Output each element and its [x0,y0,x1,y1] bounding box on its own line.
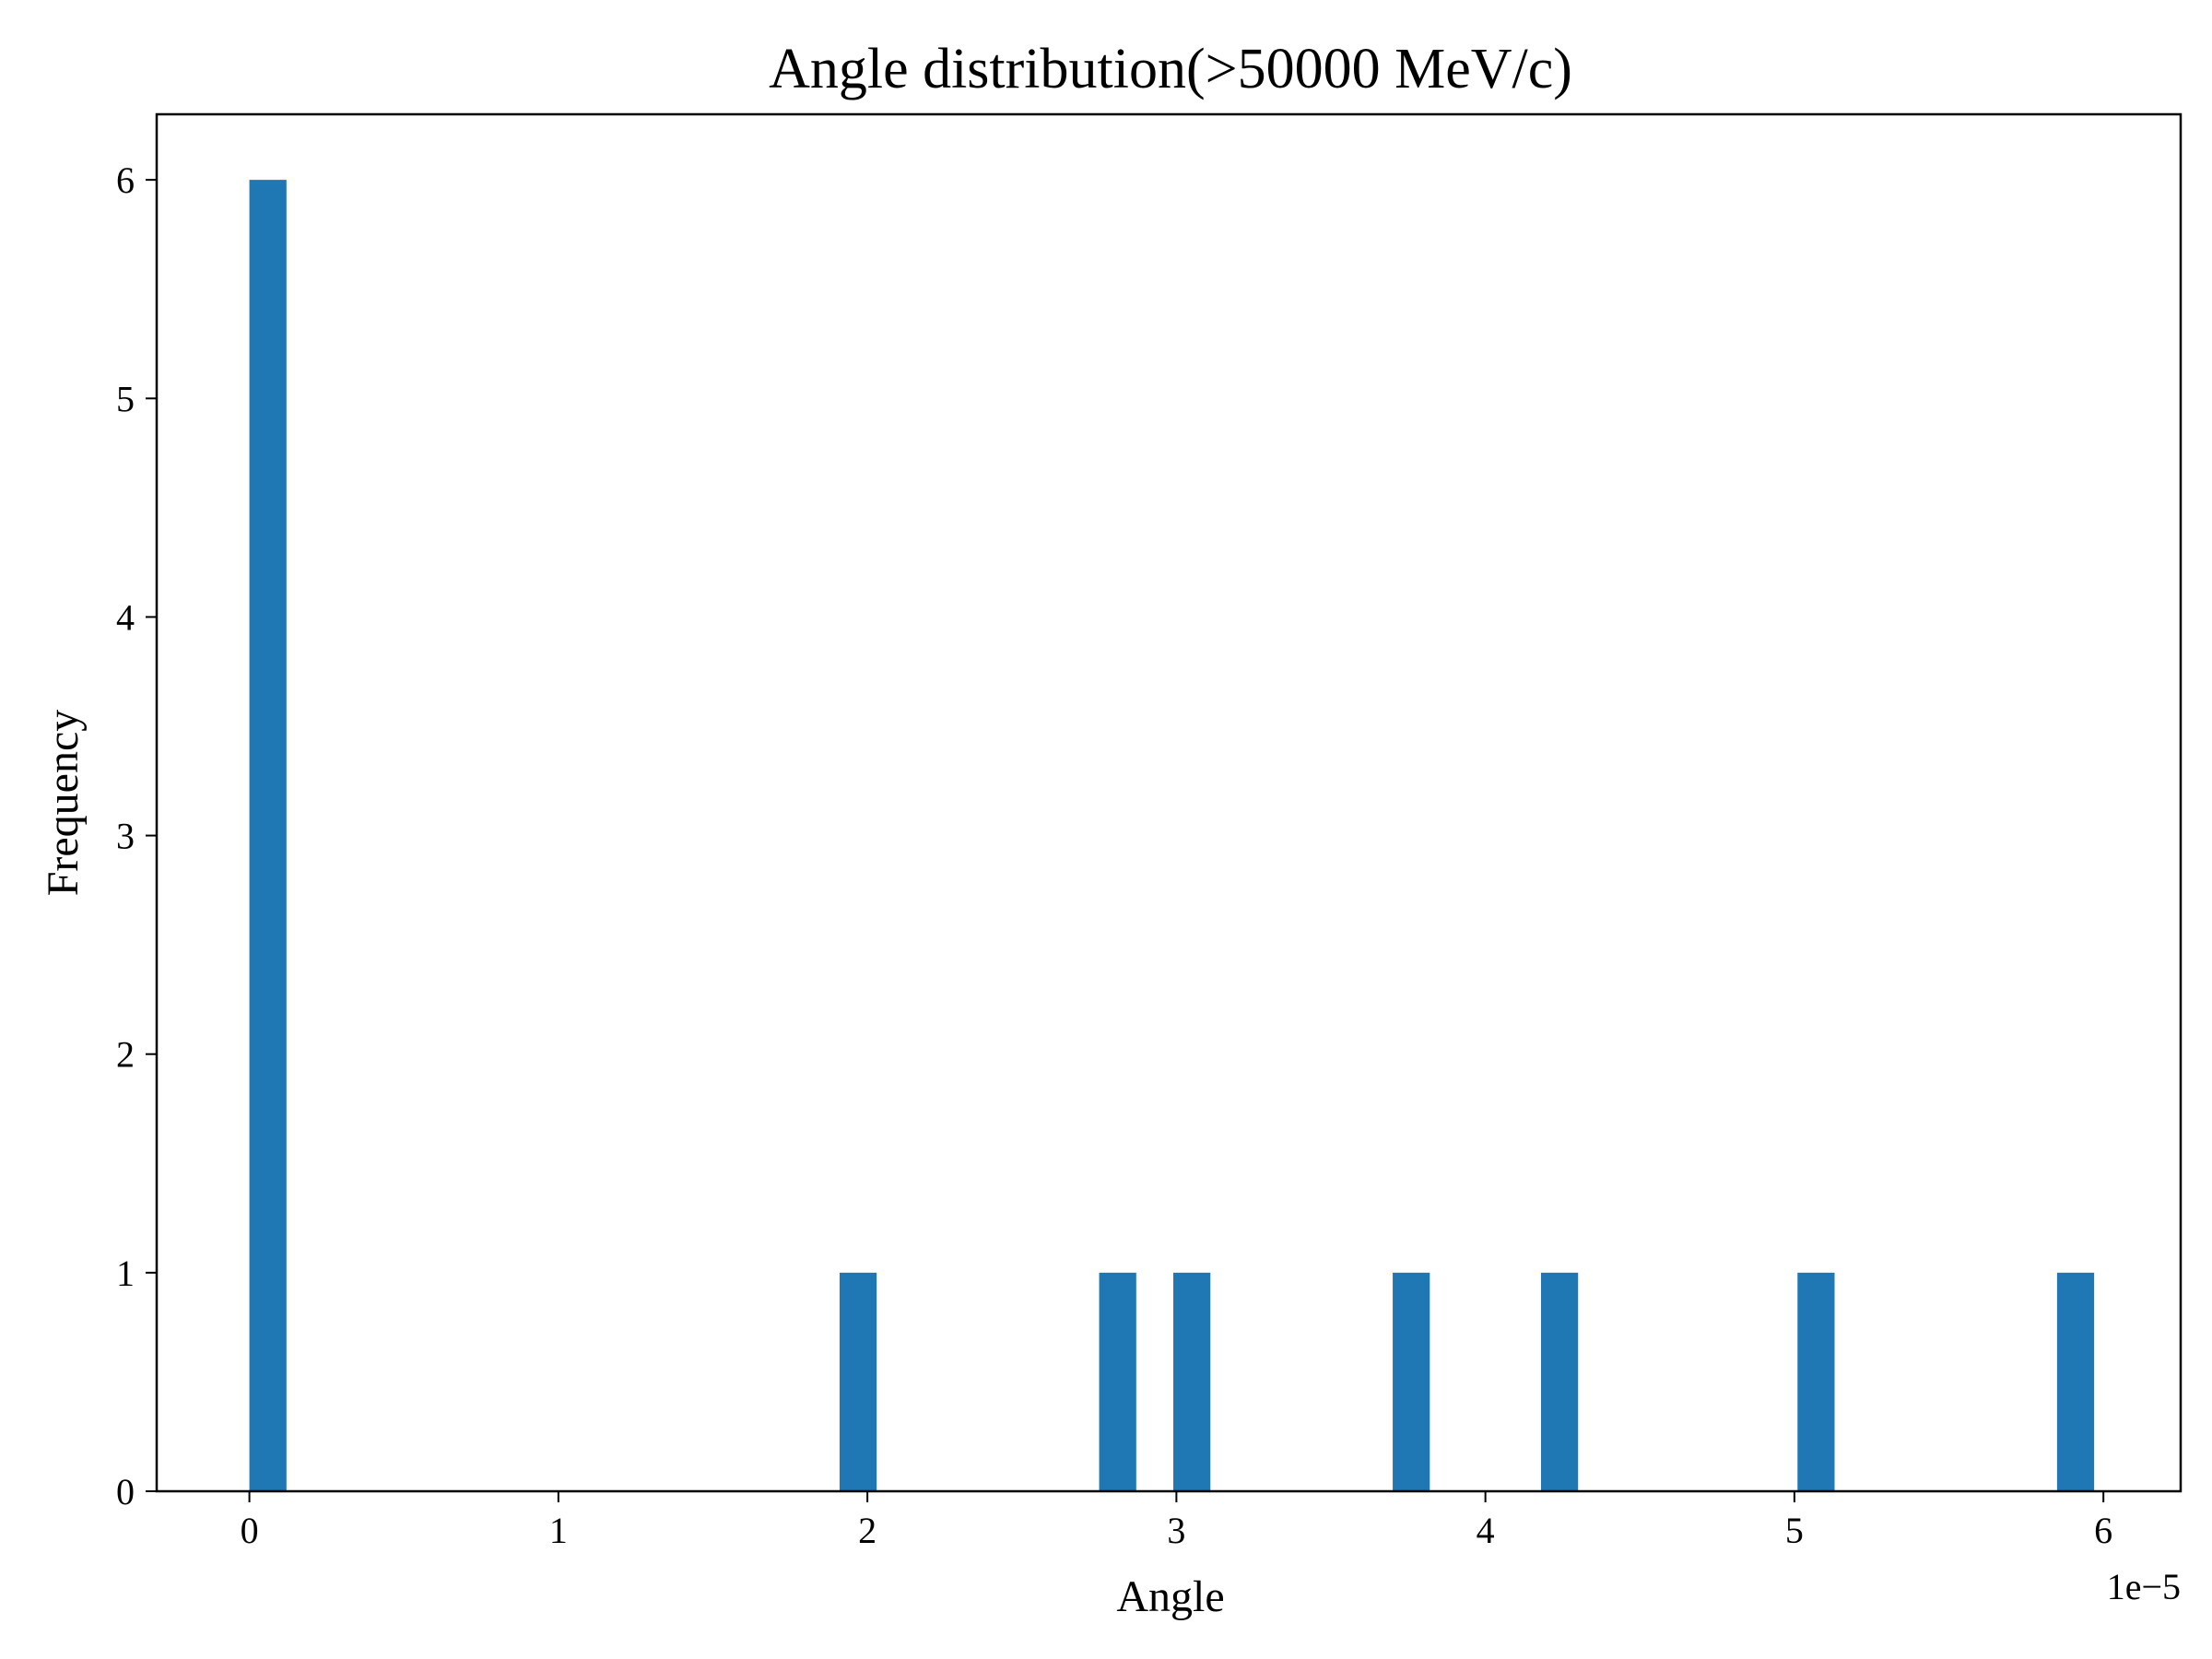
y-tick-label-5: 5 [116,378,135,419]
histogram-bar-1 [839,1272,877,1491]
histogram-bar-3 [1173,1272,1211,1491]
x-tick-label-4: 4 [1477,1510,1495,1551]
histogram-bar-2 [1099,1272,1136,1491]
x-tick-label-3: 3 [1167,1510,1185,1551]
histogram-bar-6 [1797,1272,1835,1491]
y-tick-label-4: 4 [116,596,135,638]
histogram-bar-4 [1393,1272,1430,1491]
y-tick-label-6: 6 [116,159,135,201]
ticks-layer: 0 1 2 3 4 5 6 0 1 2 3 4 5 6 [116,159,2112,1551]
x-tick-label-1: 1 [549,1510,568,1551]
histogram-bar-0 [249,180,287,1492]
y-axis-label: Frequency [39,710,88,897]
x-tick-label-6: 6 [2094,1510,2112,1551]
x-axis-label: Angle [1116,1572,1224,1621]
y-tick-label-1: 1 [116,1253,135,1294]
plot-frame [155,112,2183,1493]
chart-title: Angle distribution(>50000 MeV/c) [769,38,1572,100]
x-tick-label-2: 2 [858,1510,877,1551]
y-tick-label-0: 0 [116,1471,135,1512]
histogram-bar-5 [1540,1272,1579,1491]
y-tick-label-2: 2 [116,1034,135,1076]
histogram-bar-7 [2056,1272,2095,1491]
x-tick-label-5: 5 [1785,1510,1804,1551]
bars-layer [249,180,2095,1492]
x-tick-label-0: 0 [241,1510,259,1551]
x-axis-offset-label: 1e−5 [2107,1566,2181,1607]
y-tick-label-3: 3 [116,816,135,857]
